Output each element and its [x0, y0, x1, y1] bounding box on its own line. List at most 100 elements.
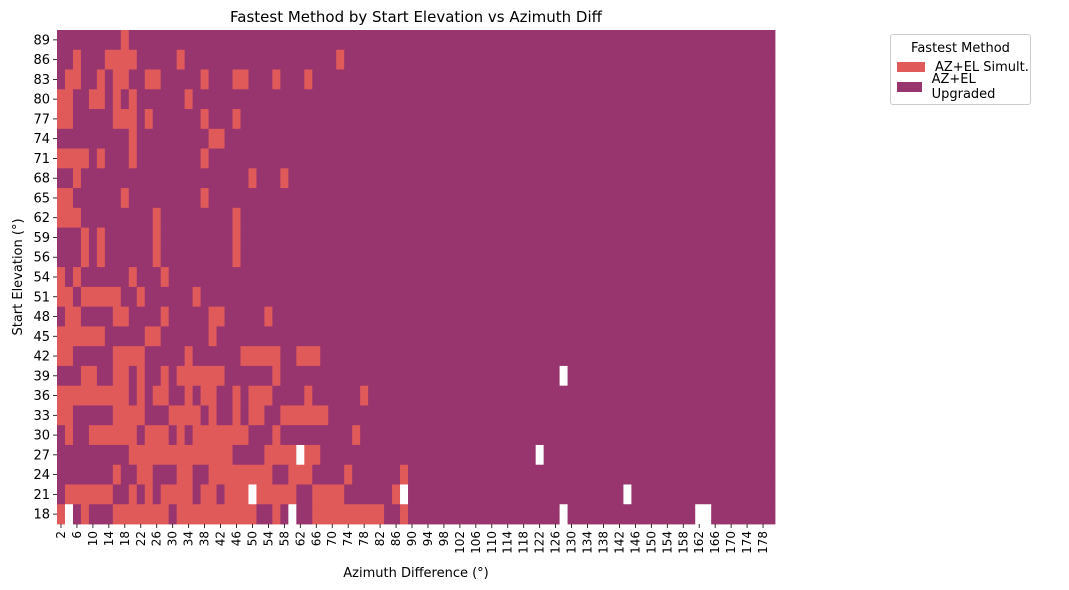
heatmap-cell — [735, 385, 744, 406]
heatmap-cell — [527, 385, 537, 406]
heatmap-cell — [312, 109, 321, 130]
heatmap-cell — [679, 109, 688, 130]
heatmap-cell — [727, 168, 736, 189]
heatmap-cell — [559, 306, 568, 327]
heatmap-cell — [232, 267, 241, 288]
heatmap-cell — [543, 484, 553, 505]
heatmap-cell — [431, 109, 441, 130]
heatmap-cell — [248, 69, 257, 90]
heatmap-cell — [152, 405, 162, 426]
heatmap-cell — [312, 148, 321, 169]
heatmap-cell — [280, 69, 289, 90]
x-tick-label: 154 — [660, 531, 674, 554]
heatmap-cell — [751, 484, 760, 505]
heatmap-cell — [535, 346, 545, 367]
heatmap-cell — [352, 306, 361, 327]
heatmap-cell — [495, 227, 505, 248]
heatmap-cell — [679, 425, 688, 446]
legend-title: Fastest Method — [911, 41, 1010, 56]
heatmap-cell — [511, 385, 521, 406]
heatmap-cell — [495, 148, 505, 169]
heatmap-cell — [671, 326, 680, 347]
heatmap-cell — [288, 207, 297, 228]
heatmap-cell — [288, 30, 297, 51]
heatmap-cell — [623, 109, 632, 130]
heatmap-cell — [168, 207, 178, 228]
heatmap-cell — [272, 425, 281, 446]
heatmap-cell — [144, 69, 154, 90]
x-tick-label: 174 — [740, 531, 754, 554]
y-tick-label: 30 — [33, 429, 50, 444]
heatmap-cell — [168, 444, 178, 466]
heatmap-cell — [599, 207, 608, 228]
heatmap-cell — [200, 109, 209, 130]
heatmap-cell — [312, 425, 321, 446]
heatmap-cell — [535, 128, 545, 149]
heatmap-cell — [503, 188, 513, 209]
heatmap-cell — [312, 188, 321, 209]
heatmap-cell — [423, 188, 433, 209]
heatmap-cell — [671, 365, 680, 387]
heatmap-cell — [248, 148, 257, 169]
heatmap-cell — [495, 306, 505, 327]
heatmap-cell — [535, 464, 545, 485]
heatmap-cell — [455, 504, 465, 525]
heatmap-cell — [312, 306, 321, 327]
heatmap-cell — [743, 405, 752, 426]
heatmap-cell — [264, 425, 273, 446]
heatmap-cell — [160, 128, 170, 149]
x-tick-label: 62 — [293, 531, 307, 546]
heatmap-cell — [248, 365, 257, 387]
heatmap-cell — [655, 188, 664, 209]
legend-item-upgraded: AZ+EL Upgraded — [897, 72, 1030, 102]
heatmap-cell — [455, 247, 465, 268]
heatmap-cell — [687, 188, 696, 209]
heatmap-cell — [176, 109, 186, 130]
heatmap-cell — [495, 247, 505, 268]
heatmap-cell — [543, 444, 553, 466]
heatmap-cell — [384, 207, 393, 228]
heatmap-cell — [647, 326, 656, 347]
heatmap-cell — [631, 464, 640, 485]
heatmap-cell — [304, 385, 313, 406]
heatmap-cell — [256, 444, 265, 466]
heatmap-cell — [256, 306, 265, 327]
heatmap-cell — [128, 109, 138, 130]
heatmap-cell — [160, 227, 170, 248]
heatmap-cell — [527, 365, 537, 387]
heatmap-cell — [599, 385, 608, 406]
heatmap-cell — [160, 188, 170, 209]
heatmap-cell — [455, 148, 465, 169]
chart-title: Fastest Method by Start Elevation vs Azi… — [230, 8, 603, 26]
heatmap-cell — [80, 89, 90, 110]
heatmap-cell — [376, 326, 385, 347]
heatmap-cell — [583, 247, 592, 268]
heatmap-cell — [272, 306, 281, 327]
heatmap-cell — [567, 504, 576, 525]
heatmap-cell — [280, 504, 289, 525]
heatmap-cell — [439, 306, 449, 327]
heatmap-cell — [575, 425, 584, 446]
heatmap-cell — [352, 89, 361, 110]
heatmap-cell — [631, 385, 640, 406]
heatmap-cell — [376, 405, 385, 426]
heatmap-cell — [416, 168, 425, 189]
heatmap-cell — [487, 425, 497, 446]
heatmap-cell — [384, 109, 393, 130]
heatmap-cell — [679, 444, 688, 466]
heatmap-cell — [471, 444, 481, 466]
heatmap-cell — [535, 227, 545, 248]
heatmap-cell — [439, 444, 449, 466]
heatmap-cell — [447, 346, 457, 367]
heatmap-cell — [288, 109, 297, 130]
heatmap-cell — [312, 504, 321, 525]
heatmap-cell — [679, 148, 688, 169]
heatmap-cell — [743, 464, 752, 485]
x-axis-ticks: 2 6 10 14 18 22 26 30 34 38 42 46 50 54 58 62 66 70 74 78 82… — [54, 524, 770, 554]
heatmap-cell — [511, 464, 521, 485]
heatmap-cell — [703, 484, 712, 505]
heatmap-cell — [447, 207, 457, 228]
heatmap-cell — [136, 326, 146, 347]
heatmap-cell — [248, 405, 257, 426]
heatmap-cell — [224, 49, 233, 70]
